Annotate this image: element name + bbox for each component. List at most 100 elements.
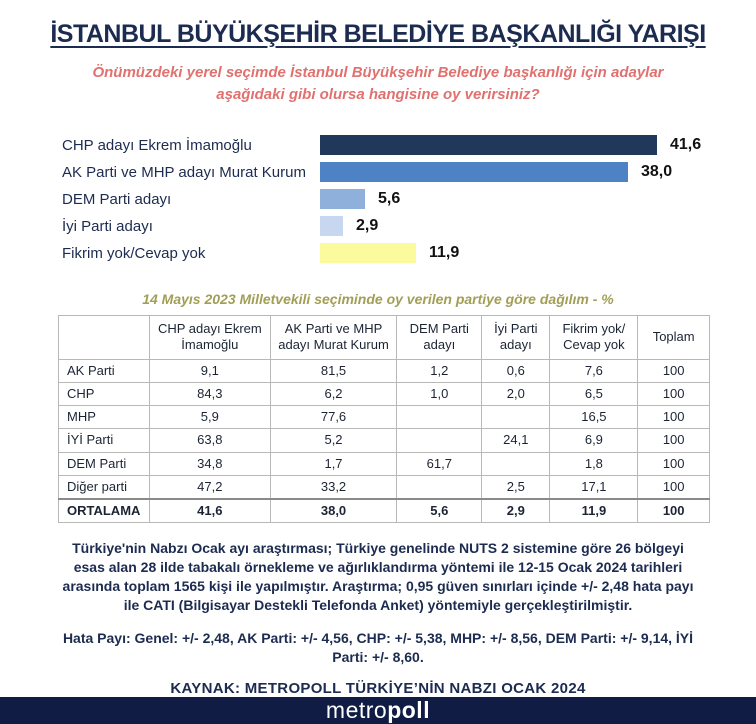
metropoll-logo: metropoll bbox=[326, 697, 430, 724]
crosstab-table: CHP adayı Ekrem İmamoğlu AK Parti ve MHP … bbox=[57, 314, 710, 524]
table-cell bbox=[396, 474, 483, 500]
bar-track: 41,6 bbox=[320, 135, 756, 155]
table-row-label: CHP bbox=[57, 381, 151, 407]
bar-row: AK Parti ve MHP adayı Murat Kurum 38,0 bbox=[62, 159, 756, 186]
table-row: İYİ Parti 63,8 5,2 24,1 6,9 100 bbox=[57, 428, 710, 453]
bar-row: CHP adayı Ekrem İmamoğlu 41,6 bbox=[62, 132, 756, 159]
logo-text-metro: metro bbox=[325, 696, 388, 723]
table-row-label: ORTALAMA bbox=[57, 498, 151, 524]
bar-chart: CHP adayı Ekrem İmamoğlu 41,6 AK Parti ve … bbox=[62, 132, 756, 267]
table-cell bbox=[396, 428, 483, 453]
table-cell bbox=[481, 451, 551, 476]
table-header-row: CHP adayı Ekrem İmamoğlu AK Parti ve MHP … bbox=[57, 314, 710, 360]
table-header: CHP adayı Ekrem İmamoğlu AK Parti ve MHP … bbox=[57, 314, 710, 360]
table-column-header: İyi Parti adayı bbox=[481, 314, 551, 360]
table-cell: 77,6 bbox=[269, 404, 398, 430]
table-row-label: İYİ Parti bbox=[57, 428, 151, 453]
table-cell: 6,9 bbox=[549, 428, 639, 453]
bar-value-label: 38,0 bbox=[641, 163, 673, 180]
table-cell: 9,1 bbox=[149, 358, 271, 383]
table-column-header: Toplam bbox=[637, 314, 710, 360]
logo-text-poll: poll bbox=[387, 696, 431, 723]
table-cell: 41,6 bbox=[149, 498, 271, 524]
table-caption: 14 Mayıs 2023 Milletvekili seçiminde oy … bbox=[142, 290, 614, 307]
bar bbox=[320, 243, 416, 263]
table-column-header: DEM Parti adayı bbox=[396, 314, 483, 360]
bar-category-label: AK Parti ve MHP adayı Murat Kurum bbox=[62, 163, 306, 181]
table-row: AK Parti 9,1 81,5 1,2 0,6 7,6 100 bbox=[57, 358, 710, 383]
survey-question: Önümüzdeki yerel seçimde İstanbul Büyükş… bbox=[92, 64, 664, 103]
page-title: İSTANBUL BÜYÜKŞEHİR BELEDİYE BAŞKANLIĞI … bbox=[50, 20, 706, 48]
table-row: MHP 5,9 77,6 16,5 100 bbox=[57, 404, 710, 430]
bar bbox=[320, 189, 365, 209]
table-cell bbox=[481, 404, 551, 430]
bar-value-label: 2,9 bbox=[356, 217, 379, 234]
bar-row: Fikrim yok/Cevap yok 11,9 bbox=[62, 240, 756, 267]
bar-track: 11,9 bbox=[320, 243, 756, 263]
table-row: Diğer parti 47,2 33,2 2,5 17,1 100 bbox=[57, 474, 710, 500]
table-cell: 5,9 bbox=[149, 404, 271, 430]
table-cell: 100 bbox=[637, 451, 710, 476]
table-cell: 16,5 bbox=[549, 404, 639, 430]
table-cell: 1,2 bbox=[396, 358, 483, 383]
table-row-label: MHP bbox=[57, 404, 151, 430]
table-cell: 7,6 bbox=[549, 358, 639, 383]
bar bbox=[320, 162, 628, 182]
table-cell: 33,2 bbox=[269, 474, 398, 500]
table-cell: 38,0 bbox=[269, 498, 398, 524]
table-cell: 100 bbox=[637, 404, 710, 430]
table-cell: 63,8 bbox=[149, 428, 271, 453]
table-row: DEM Parti 34,8 1,7 61,7 1,8 100 bbox=[57, 451, 710, 476]
bar-category-label: DEM Parti adayı bbox=[62, 190, 172, 208]
table-cell: 5,2 bbox=[269, 428, 398, 453]
table-cell: 11,9 bbox=[549, 498, 639, 524]
source-attribution: KAYNAK: METROPOLL TÜRKİYE’NİN NABZI OCAK… bbox=[170, 679, 586, 697]
table-cell: 0,6 bbox=[481, 358, 551, 383]
table-column-header: AK Parti ve MHP adayı Murat Kurum bbox=[269, 314, 398, 360]
bar-row: İyi Parti adayı 2,9 bbox=[62, 213, 756, 240]
bar-value-label: 41,6 bbox=[670, 136, 702, 153]
table-cell: 1,0 bbox=[396, 381, 483, 407]
table-cell: 1,8 bbox=[549, 451, 639, 476]
bar-track: 38,0 bbox=[320, 162, 756, 182]
table-cell: 47,2 bbox=[149, 474, 271, 500]
table-cell: 24,1 bbox=[481, 428, 551, 453]
error-margin-note: Hata Payı: Genel: +/- 2,48, AK Parti: +/… bbox=[62, 629, 694, 665]
table-body: AK Parti 9,1 81,5 1,2 0,6 7,6 100 CHP 84,3 6,2 1,0… bbox=[57, 358, 710, 524]
table-cell: 2,5 bbox=[481, 474, 551, 500]
table-column-header: CHP adayı Ekrem İmamoğlu bbox=[149, 314, 271, 360]
table-cell: 100 bbox=[637, 428, 710, 453]
table-cell: 34,8 bbox=[149, 451, 271, 476]
table-cell: 100 bbox=[637, 381, 710, 407]
table-row: ORTALAMA 41,6 38,0 5,6 2,9 11,9 100 bbox=[57, 498, 710, 524]
table-row: CHP 84,3 6,2 1,0 2,0 6,5 100 bbox=[57, 381, 710, 407]
table-row-label: AK Parti bbox=[57, 358, 151, 383]
bar-track: 5,6 bbox=[320, 189, 756, 209]
brand-footer-bar: metropoll bbox=[0, 696, 756, 724]
table-cell bbox=[396, 404, 483, 430]
table-row-label: DEM Parti bbox=[57, 451, 151, 476]
table-cell: 17,1 bbox=[549, 474, 639, 500]
bar-value-label: 5,6 bbox=[378, 190, 401, 207]
table-cell: 6,2 bbox=[269, 381, 398, 407]
bar-track: 2,9 bbox=[320, 216, 756, 236]
bar-category-label: İyi Parti adayı bbox=[62, 217, 153, 235]
bar-value-label: 11,9 bbox=[429, 244, 460, 261]
table-cell: 2,0 bbox=[481, 381, 551, 407]
table-cell: 100 bbox=[637, 498, 710, 524]
methodology-note: Türkiye'nin Nabzı Ocak ayı araştırması; … bbox=[62, 540, 694, 613]
table-cell: 100 bbox=[637, 358, 710, 383]
bar-category-label: Fikrim yok/Cevap yok bbox=[62, 244, 206, 262]
table-row-label: Diğer parti bbox=[57, 474, 151, 500]
table-cell: 81,5 bbox=[269, 358, 398, 383]
bar bbox=[320, 135, 657, 155]
table-cell: 84,3 bbox=[149, 381, 271, 407]
bar-category-label: CHP adayı Ekrem İmamoğlu bbox=[62, 136, 252, 154]
table-cell: 100 bbox=[637, 474, 710, 500]
bar bbox=[320, 216, 343, 236]
table-cell: 2,9 bbox=[481, 498, 551, 524]
table-cell: 5,6 bbox=[396, 498, 483, 524]
table-cell: 61,7 bbox=[396, 451, 483, 476]
table-column-header: Fikrim yok/ Cevap yok bbox=[549, 314, 639, 360]
